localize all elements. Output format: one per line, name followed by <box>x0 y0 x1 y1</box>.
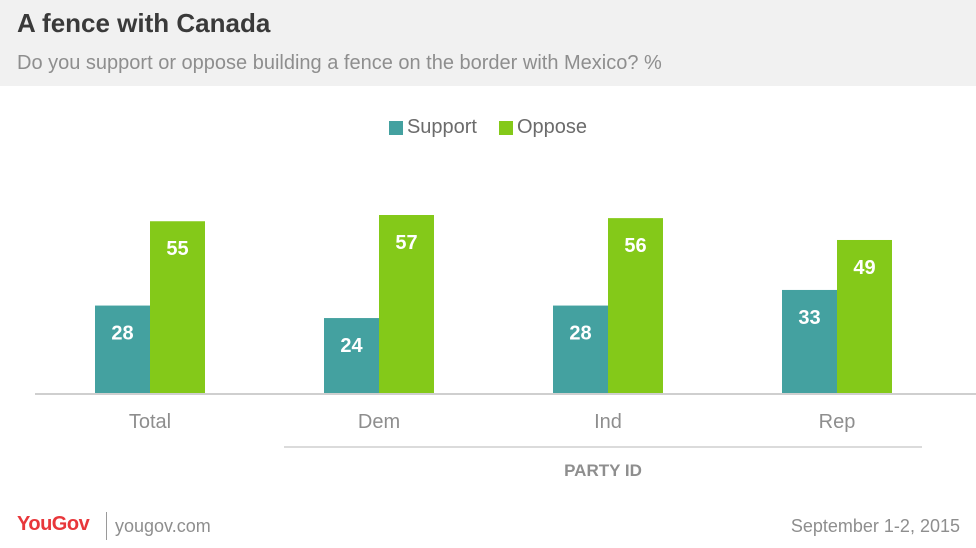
data-label-oppose-dem: 57 <box>395 232 417 254</box>
bar-oppose-ind <box>608 218 663 393</box>
legend-swatch-oppose <box>499 120 513 135</box>
legend-label-support: Support <box>406 116 477 138</box>
chart-header: A fence with Canada Do you support or op… <box>0 0 976 86</box>
data-label-support-total: 28 <box>111 323 133 345</box>
bar-support-dem <box>324 318 379 393</box>
data-label-oppose-rep: 49 <box>853 257 875 279</box>
category-label-total: Total <box>129 411 171 433</box>
legend-swatch-support <box>388 120 403 135</box>
footer-date: September 1-2, 2015 <box>790 516 960 536</box>
bar-oppose-total <box>150 221 205 393</box>
group-label-party-id: PARTY ID <box>564 461 642 480</box>
data-label-support-rep: 33 <box>798 307 820 329</box>
chart-title: A fence with Canada <box>17 8 271 38</box>
category-label-ind: Ind <box>594 411 622 433</box>
legend-label-oppose: Oppose <box>517 116 588 138</box>
chart-subtitle: Do you support or oppose building a fenc… <box>17 52 662 74</box>
data-label-oppose-total: 55 <box>166 238 188 260</box>
category-label-rep: Rep <box>819 411 856 433</box>
bar-support-rep <box>782 289 837 393</box>
legend-item-oppose: Oppose <box>499 116 587 139</box>
yougov-logo: YouGov <box>17 513 90 535</box>
bar-support-total <box>95 305 150 393</box>
chart-legend: Support Oppose <box>0 116 976 139</box>
bar-support-ind <box>553 305 608 393</box>
legend-item-support: Support <box>388 116 477 139</box>
data-label-support-dem: 24 <box>340 335 363 357</box>
data-label-oppose-ind: 56 <box>624 235 646 257</box>
bar-chart: 28 55 Total 24 57 Dem 28 56 Ind 33 49 Rep PARTY ID <box>35 215 976 480</box>
footer-divider <box>106 512 107 540</box>
bar-oppose-rep <box>837 239 892 393</box>
footer-site-link[interactable]: yougov.com <box>115 516 211 536</box>
category-label-dem: Dem <box>358 411 400 433</box>
bar-oppose-dem <box>379 215 434 393</box>
data-label-support-ind: 28 <box>569 323 591 345</box>
